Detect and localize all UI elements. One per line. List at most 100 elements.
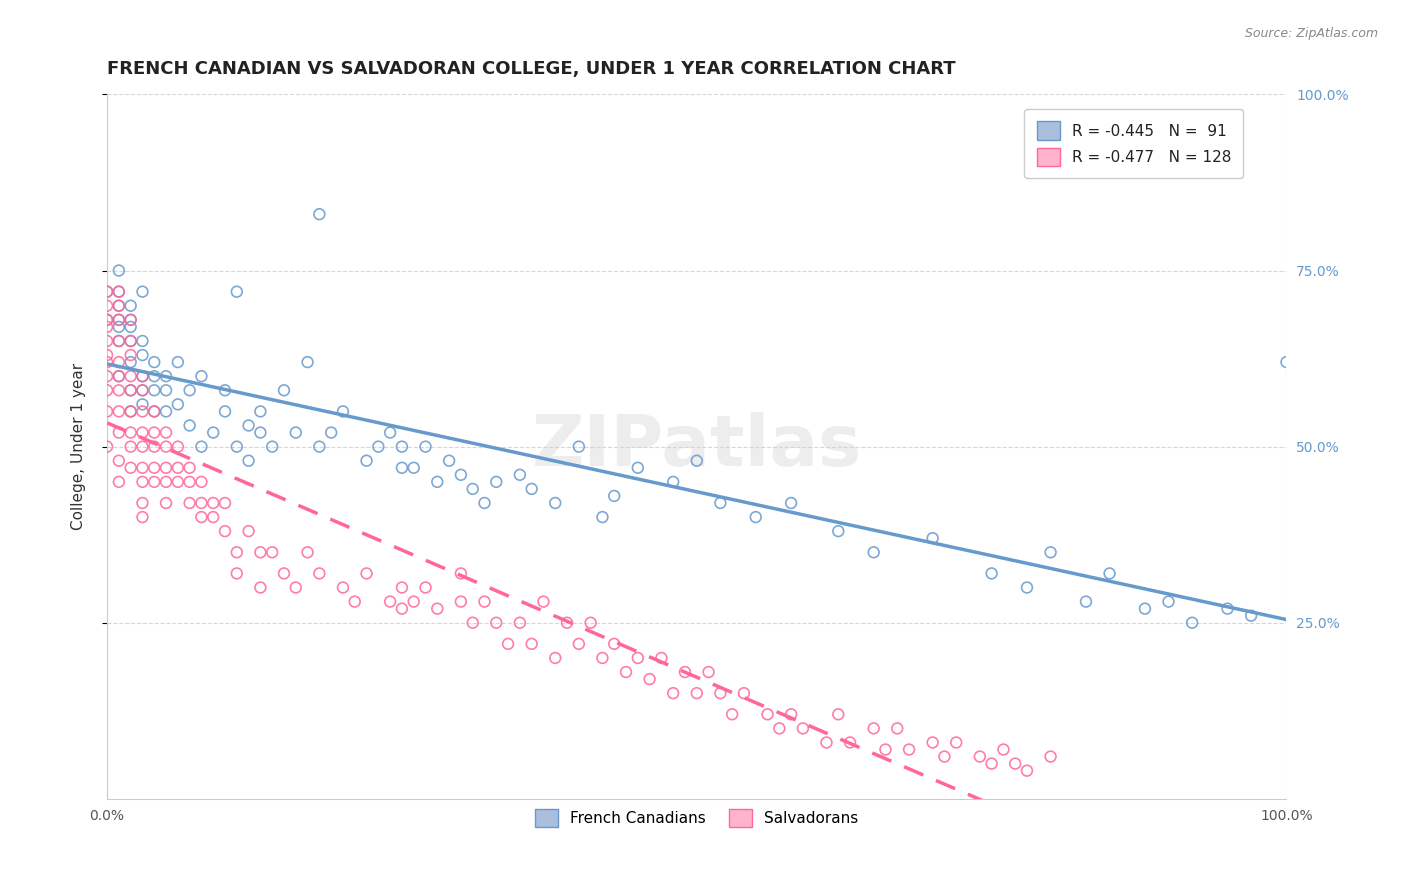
Point xyxy=(131,334,153,348)
Point xyxy=(155,384,177,398)
Point xyxy=(969,749,991,764)
Point xyxy=(96,299,118,313)
Point xyxy=(131,440,153,454)
Point xyxy=(249,581,271,595)
Point xyxy=(202,496,225,510)
Point xyxy=(308,566,330,581)
Point xyxy=(190,440,212,454)
Point xyxy=(898,742,921,756)
Point xyxy=(108,369,131,384)
Point xyxy=(568,637,591,651)
Point xyxy=(709,496,731,510)
Point xyxy=(733,686,755,700)
Point xyxy=(179,496,201,510)
Point xyxy=(568,440,591,454)
Point xyxy=(862,722,884,736)
Legend: French Canadians, Salvadorans: French Canadians, Salvadorans xyxy=(529,803,865,833)
Text: ZIPatlas: ZIPatlas xyxy=(531,412,862,481)
Point xyxy=(120,404,142,418)
Point xyxy=(238,454,260,468)
Point xyxy=(1240,608,1263,623)
Point xyxy=(391,460,413,475)
Point xyxy=(450,594,472,608)
Point xyxy=(614,665,637,679)
Point xyxy=(474,496,496,510)
Point xyxy=(96,334,118,348)
Point xyxy=(520,482,543,496)
Point xyxy=(1181,615,1204,630)
Point xyxy=(131,425,153,440)
Point xyxy=(426,601,449,615)
Point xyxy=(238,418,260,433)
Point xyxy=(143,404,166,418)
Point xyxy=(496,637,519,651)
Point xyxy=(166,460,188,475)
Point xyxy=(343,594,366,608)
Point xyxy=(131,404,153,418)
Point xyxy=(96,348,118,362)
Point xyxy=(921,531,943,545)
Point xyxy=(555,615,578,630)
Point xyxy=(120,384,142,398)
Point xyxy=(214,496,236,510)
Point xyxy=(603,489,626,503)
Point xyxy=(190,475,212,489)
Point xyxy=(96,285,118,299)
Point xyxy=(96,355,118,369)
Point xyxy=(815,735,838,749)
Point xyxy=(485,475,508,489)
Point xyxy=(179,475,201,489)
Text: Source: ZipAtlas.com: Source: ZipAtlas.com xyxy=(1244,27,1378,40)
Point xyxy=(131,384,153,398)
Point xyxy=(686,686,709,700)
Point xyxy=(120,334,142,348)
Point xyxy=(332,581,354,595)
Point xyxy=(143,440,166,454)
Point xyxy=(155,475,177,489)
Point xyxy=(225,285,247,299)
Point xyxy=(745,510,768,524)
Point xyxy=(886,722,908,736)
Point xyxy=(579,615,602,630)
Point xyxy=(1039,545,1062,559)
Point xyxy=(262,440,284,454)
Point xyxy=(544,496,567,510)
Point xyxy=(875,742,897,756)
Point xyxy=(262,545,284,559)
Point xyxy=(297,355,319,369)
Point xyxy=(627,460,650,475)
Point xyxy=(308,440,330,454)
Point xyxy=(1074,594,1097,608)
Point xyxy=(131,384,153,398)
Point xyxy=(308,207,330,221)
Point xyxy=(179,384,201,398)
Point xyxy=(108,475,131,489)
Point xyxy=(166,440,188,454)
Point xyxy=(1216,601,1239,615)
Point xyxy=(108,369,131,384)
Point xyxy=(120,425,142,440)
Point xyxy=(166,355,188,369)
Point xyxy=(627,651,650,665)
Point xyxy=(509,467,531,482)
Point xyxy=(450,566,472,581)
Point xyxy=(721,707,744,722)
Point xyxy=(415,581,437,595)
Point xyxy=(591,651,613,665)
Point xyxy=(993,742,1015,756)
Point xyxy=(415,440,437,454)
Point xyxy=(120,313,142,327)
Point xyxy=(945,735,967,749)
Point xyxy=(120,369,142,384)
Point xyxy=(673,665,696,679)
Point xyxy=(155,425,177,440)
Point xyxy=(155,496,177,510)
Point xyxy=(321,425,343,440)
Point xyxy=(827,707,849,722)
Point xyxy=(284,425,307,440)
Point xyxy=(225,566,247,581)
Point xyxy=(202,425,225,440)
Point xyxy=(509,615,531,630)
Point xyxy=(332,404,354,418)
Point xyxy=(249,545,271,559)
